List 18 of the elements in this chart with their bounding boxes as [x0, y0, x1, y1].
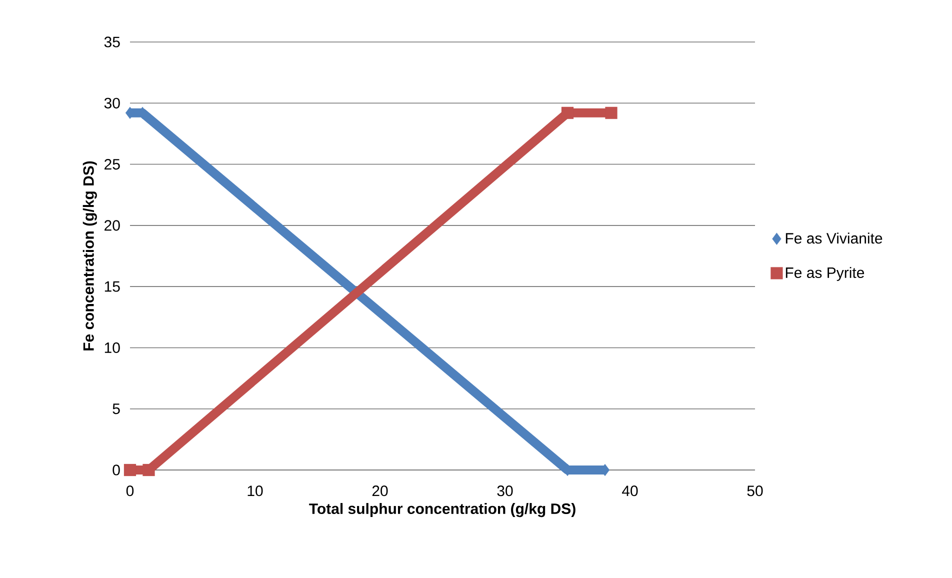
- y-tick-label: 30: [104, 98, 120, 108]
- x-tick-label: 50: [747, 486, 763, 496]
- y-tick-label: 5: [112, 404, 120, 414]
- x-tick-label: 30: [497, 486, 513, 496]
- x-tick-label: 40: [622, 486, 638, 496]
- y-tick-label: 0: [112, 464, 120, 476]
- y-axis-title: Fe concentration (g/kg DS): [82, 161, 97, 350]
- x-axis-title: Total sulphur concentration (g/kg DS): [309, 503, 576, 518]
- y-tick-label: 15: [104, 281, 120, 292]
- x-tick-label: 0: [126, 486, 134, 496]
- x-tick-label: 20: [372, 486, 388, 496]
- y-tick-label: 35: [104, 36, 120, 48]
- legend-label: Fe as Pyrite: [786, 267, 864, 281]
- y-tick-label: 25: [104, 158, 120, 170]
- x-tick-label: 10: [248, 486, 263, 496]
- y-tick-label: 20: [104, 220, 120, 231]
- legend-label: Fe as Vivianite: [786, 232, 882, 244]
- y-tick-label: 10: [104, 342, 120, 354]
